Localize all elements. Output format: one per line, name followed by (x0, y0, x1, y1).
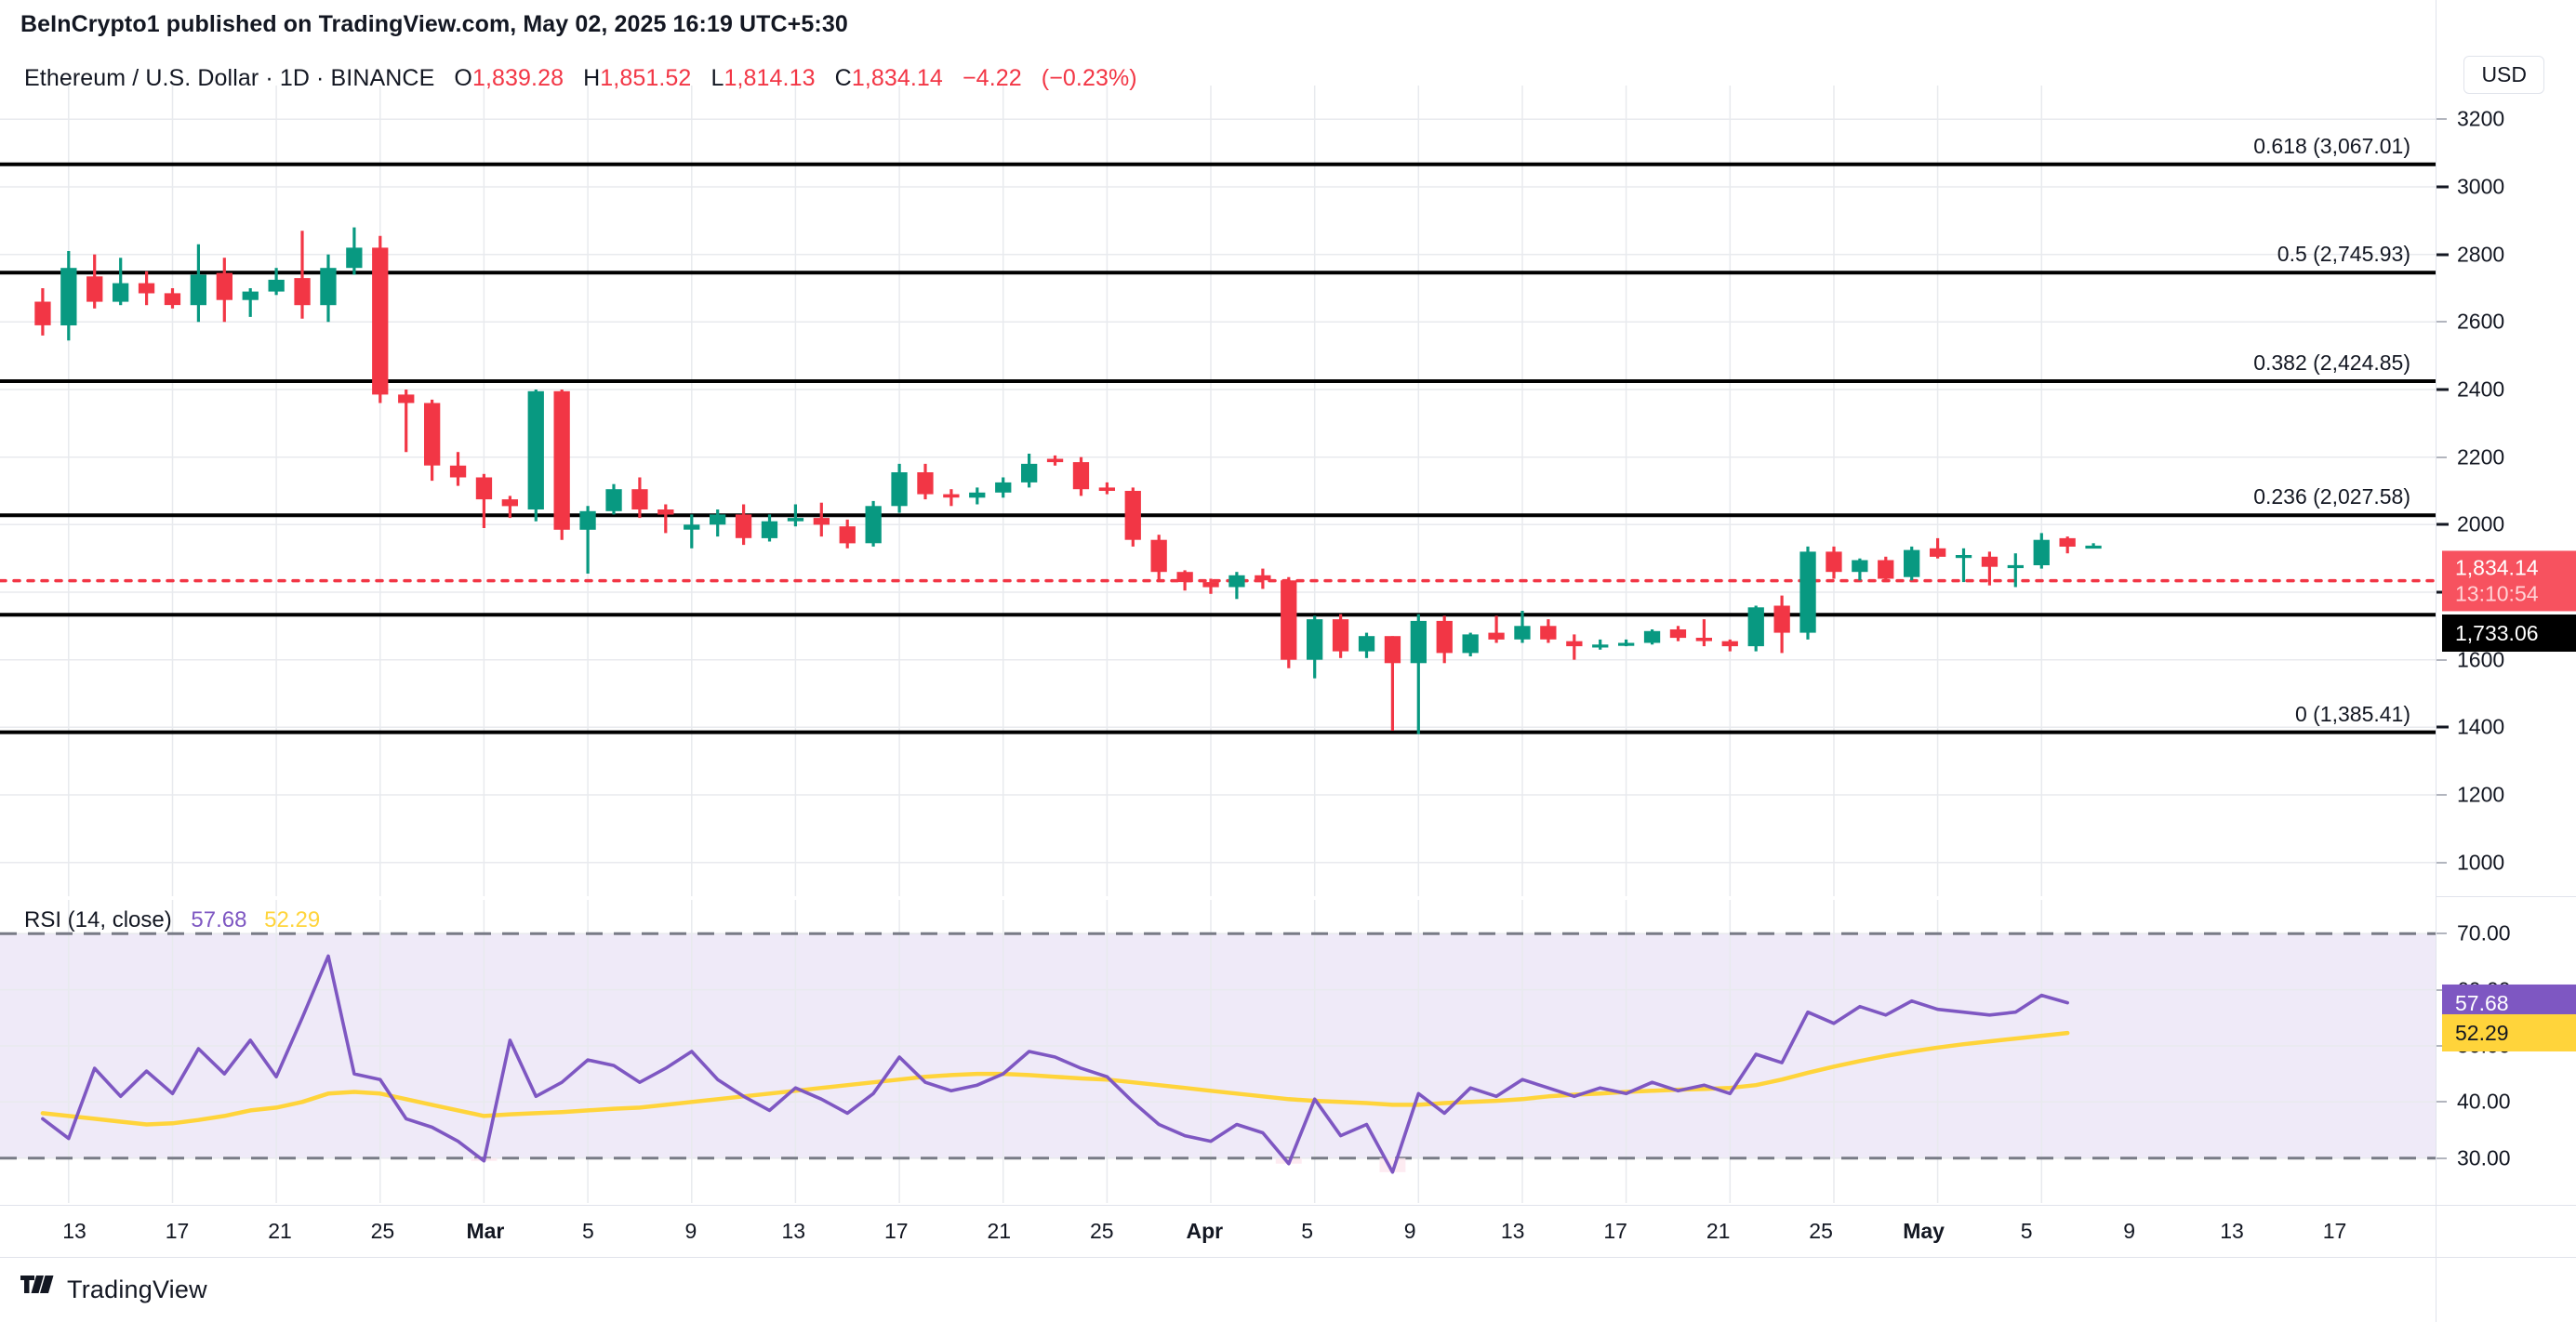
time-axis-label: 17 (884, 1219, 909, 1243)
legend-change-percent: (−0.23%) (1041, 65, 1137, 91)
bottom-divider (0, 1257, 2576, 1258)
level-price-badge: 1,733.06 (2442, 615, 2576, 653)
scale-separator (2437, 896, 2576, 897)
last-price-badge: 1,834.14 13:10:54 (2442, 550, 2576, 612)
legend-close-label: C (834, 65, 852, 91)
rsi-tick-label: 40.00 (2457, 1089, 2511, 1114)
price-tick-mark (2437, 118, 2447, 121)
time-axis-label: 9 (684, 1219, 697, 1243)
tradingview-logo-icon (20, 1276, 54, 1304)
price-tick-mark (2437, 456, 2447, 458)
legend-interval[interactable]: 1D (279, 65, 310, 91)
chart-legend: Ethereum / U.S. Dollar · 1D · BINANCE O1… (24, 65, 1137, 92)
time-axis-label: 13 (1500, 1219, 1525, 1243)
publisher-header: BeInCrypto1 published on TradingView.com… (20, 11, 848, 37)
time-axis-label: 5 (2020, 1219, 2033, 1243)
price-tick-label: 3200 (2457, 106, 2505, 131)
currency-chip[interactable]: USD (2463, 56, 2544, 94)
time-axis-label: 9 (1403, 1219, 1416, 1243)
legend-separator-2: · (316, 65, 325, 91)
price-tick-mark (2437, 794, 2447, 796)
price-tick-label: 1400 (2457, 714, 2505, 739)
rsi-tick-label: 30.00 (2457, 1145, 2511, 1170)
scale-separator (2437, 1205, 2576, 1206)
time-axis-label: May (1903, 1219, 1945, 1243)
rsi-legend: RSI (14, close) 57.68 52.29 (24, 907, 320, 933)
rsi-chart-pane[interactable] (0, 900, 2436, 1203)
bar-countdown: 13:10:54 (2455, 581, 2539, 606)
price-tick-mark (2437, 725, 2449, 729)
price-tick-label: 1200 (2457, 782, 2505, 807)
fib-level-label: 0.236 (2,027.58) (2253, 484, 2410, 509)
time-axis-label: 13 (2220, 1219, 2244, 1243)
rsi-tick-label: 70.00 (2457, 920, 2511, 945)
legend-low-label: L (710, 65, 724, 91)
price-tick-mark (2437, 861, 2447, 864)
time-axis-label: 9 (2123, 1219, 2135, 1243)
time-axis-label: 21 (268, 1219, 292, 1243)
time-axis-label: 21 (1706, 1219, 1731, 1243)
fib-level-label: 0.5 (2,745.93) (2277, 242, 2410, 267)
price-tick-label: 2600 (2457, 309, 2505, 334)
price-tick-label: 3000 (2457, 174, 2505, 199)
legend-symbol[interactable]: Ethereum / U.S. Dollar (24, 65, 259, 91)
legend-low-value: 1,814.13 (724, 65, 816, 91)
price-tick-label: 2800 (2457, 242, 2505, 267)
last-price-value: 1,834.14 (2455, 555, 2539, 580)
rsi-tick-mark (2437, 988, 2447, 991)
time-axis-label: 5 (581, 1219, 594, 1243)
time-axis-label: 25 (1809, 1219, 1833, 1243)
price-tick-mark (2437, 253, 2449, 257)
legend-open-label: O (454, 65, 472, 91)
rsi-legend-value: 57.68 (191, 907, 247, 932)
time-axis-label: 13 (62, 1219, 86, 1243)
price-chart-svg (0, 86, 2436, 896)
rsi-chart-svg (0, 900, 2436, 1203)
price-tick-mark (2437, 388, 2449, 391)
rsi-tick-mark (2437, 1101, 2447, 1104)
legend-high-value: 1,851.52 (600, 65, 692, 91)
rsi-legend-title[interactable]: RSI (14, close) (24, 907, 172, 932)
price-scale[interactable]: USD 320030002800260024002200200018001600… (2436, 0, 2576, 1322)
rsi-tick-mark (2437, 1157, 2447, 1159)
price-tick-mark (2437, 522, 2449, 526)
time-axis-label: 21 (987, 1219, 1012, 1243)
rsi-legend-ma-value: 52.29 (264, 907, 321, 932)
rsi-tick-mark (2437, 932, 2447, 935)
legend-open-value: 1,839.28 (471, 65, 564, 91)
time-axis-label: 17 (165, 1219, 190, 1243)
time-axis-label: Mar (466, 1219, 505, 1243)
price-tick-label: 1000 (2457, 850, 2505, 875)
rsi-ma-value-badge: 52.29 (2442, 1014, 2576, 1052)
fib-level-label: 0.618 (3,067.01) (2253, 133, 2410, 158)
tradingview-brand: TradingView (67, 1276, 207, 1303)
time-axis-label: Apr (1186, 1219, 1224, 1243)
footer: TradingView (20, 1276, 207, 1304)
price-tick-label: 2400 (2457, 377, 2505, 402)
time-axis-label: 5 (1301, 1219, 1314, 1243)
time-axis[interactable]: 13 17 21 25 Mar 5 9 13 17 21 25 Apr 5 9 13 17 21 25 May 5 9 1… (0, 1205, 2436, 1257)
time-axis-label: 13 (781, 1219, 806, 1243)
price-tick-mark (2437, 185, 2449, 189)
price-tick-mark (2437, 658, 2447, 661)
rsi-tick-mark (2437, 1045, 2447, 1047)
legend-exchange[interactable]: BINANCE (330, 65, 435, 91)
fib-level-label: 0 (1,385.41) (2294, 701, 2410, 726)
time-axis-label: 17 (1603, 1219, 1627, 1243)
legend-separator-1: · (265, 65, 273, 91)
fib-level-label: 0.382 (2,424.85) (2253, 350, 2410, 375)
legend-high-label: H (583, 65, 601, 91)
time-axis-label: 25 (370, 1219, 395, 1243)
price-tick-mark (2437, 321, 2447, 324)
time-axis-label: 17 (2322, 1219, 2347, 1243)
price-tick-label: 2200 (2457, 444, 2505, 469)
legend-close-value: 1,834.14 (851, 65, 943, 91)
time-axis-label: 25 (1090, 1219, 1114, 1243)
price-tick-label: 2000 (2457, 511, 2505, 536)
legend-change: −4.22 (962, 65, 1022, 91)
price-chart-pane[interactable] (0, 86, 2436, 896)
